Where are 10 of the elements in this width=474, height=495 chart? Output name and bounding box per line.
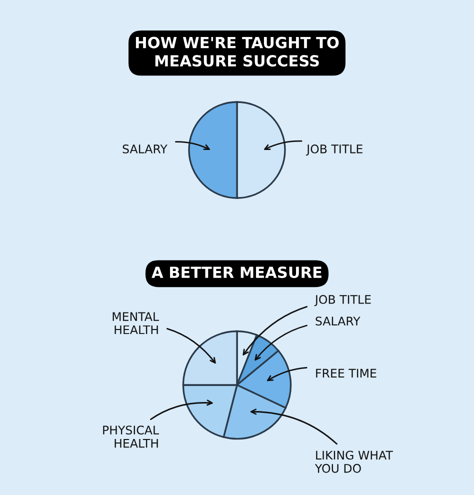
slice-label: JOB TITLE	[306, 144, 362, 156]
slice-label: LIKING WHAT YOU DO	[314, 450, 393, 473]
slice-label: MENTAL HEALTH	[112, 312, 159, 334]
slice-label: JOB TITLE	[314, 295, 371, 306]
slice-label: PHYSICAL HEALTH	[103, 426, 159, 448]
slice-label: SALARY	[316, 316, 360, 326]
chart-title: A BETTER MEASURE	[152, 266, 322, 278]
chart-title: HOW WE'RE TAUGHT TO MEASURE SUCCESS	[136, 36, 339, 67]
slice-label: FREE TIME	[316, 368, 376, 378]
slice-label: SALARY	[122, 144, 168, 154]
